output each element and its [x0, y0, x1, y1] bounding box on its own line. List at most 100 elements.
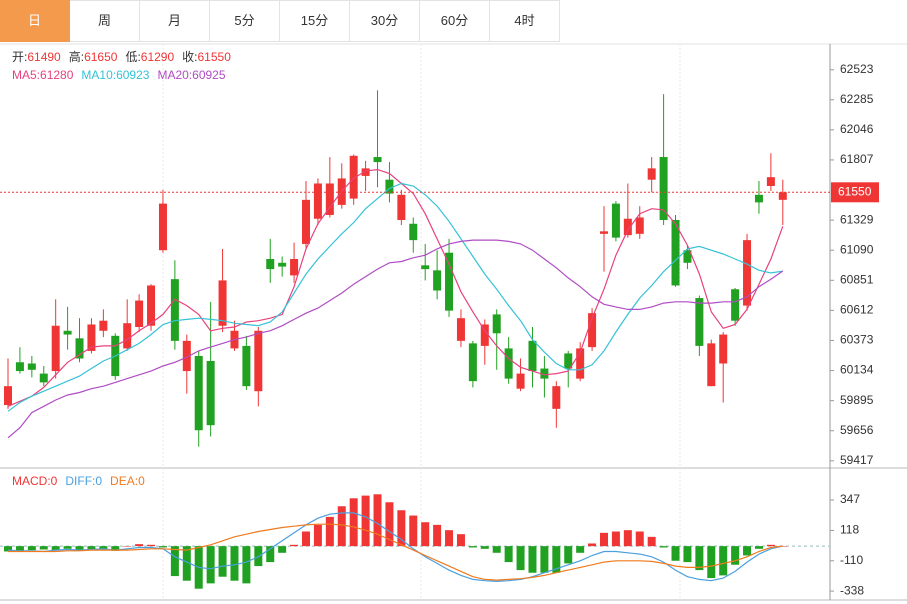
macd-bar — [147, 544, 156, 547]
macd-bar — [39, 546, 48, 550]
macd-bar — [313, 524, 322, 547]
candle-body — [290, 259, 299, 276]
y-tick-label: 347 — [840, 492, 860, 506]
macd-bar — [337, 506, 346, 547]
candle-body — [397, 194, 406, 220]
macd-bar — [433, 524, 442, 547]
ma-line — [7, 239, 784, 439]
macd-bar — [230, 546, 239, 581]
candle-body — [635, 217, 644, 234]
y-tick-label: 59417 — [840, 453, 874, 467]
legend-label: DEA: — [110, 474, 138, 488]
y-tick-label: 61807 — [840, 152, 874, 166]
macd-bar — [588, 543, 597, 547]
macd-bar — [468, 546, 477, 548]
macd-bar — [111, 546, 120, 551]
candle-body — [754, 194, 763, 203]
y-tick-label: 118 — [840, 523, 859, 537]
macd-bar — [302, 531, 310, 547]
candle-body — [194, 355, 203, 431]
legend-label: 收: — [182, 50, 197, 64]
y-tick-label: 60134 — [840, 363, 874, 377]
candle-body — [480, 324, 489, 346]
candle-body — [552, 386, 561, 409]
candle-body — [516, 373, 525, 389]
legend-value: 0 — [95, 474, 102, 488]
candle-body — [504, 348, 513, 379]
macd-bar — [695, 546, 704, 571]
macd-bar — [87, 546, 96, 550]
y-tick-label: 61329 — [840, 212, 874, 226]
y-tick-label: 60373 — [840, 333, 874, 347]
candle-body — [409, 223, 418, 241]
ma-line — [7, 168, 784, 407]
macd-bar — [397, 510, 406, 547]
period-tab[interactable]: 30分 — [350, 0, 420, 42]
macd-bar — [635, 531, 644, 547]
macd-bar — [683, 546, 692, 563]
macd-bar — [349, 498, 358, 547]
y-tick-label: 59656 — [840, 423, 874, 437]
candle-body — [278, 262, 287, 267]
legend-value: 0 — [138, 474, 145, 488]
macd-bar — [659, 546, 668, 548]
candle-body — [492, 314, 501, 334]
macd-bar — [361, 495, 370, 547]
candle-body — [254, 330, 263, 392]
macd-bar — [206, 546, 215, 584]
y-tick-label: 62285 — [840, 92, 874, 106]
candle-body — [588, 313, 597, 348]
y-tick-label: 62523 — [840, 62, 874, 76]
candle-body — [540, 368, 549, 379]
legend-label: MA10: — [81, 68, 116, 82]
macd-bar — [492, 546, 501, 553]
candle-body — [182, 340, 191, 372]
macd-bar — [623, 530, 632, 547]
macd-bar — [516, 546, 525, 571]
candle-body — [421, 265, 430, 270]
candle-body — [51, 325, 60, 372]
candle-body — [158, 203, 167, 251]
period-tab[interactable]: 4时 — [490, 0, 560, 42]
y-tick-label: 60851 — [840, 272, 874, 286]
macd-bar — [290, 544, 299, 547]
period-tab[interactable]: 15分 — [280, 0, 350, 42]
period-tab[interactable]: 月 — [140, 0, 210, 42]
macd-bar — [15, 546, 24, 552]
candle-body — [766, 177, 775, 186]
macd-bar — [671, 546, 680, 561]
candle-body — [123, 323, 132, 349]
macd-bar — [754, 546, 763, 549]
last-price-box — [831, 182, 879, 203]
macd-bar — [766, 544, 775, 547]
legend-value: 61290 — [141, 50, 175, 64]
period-tab[interactable]: 日 — [0, 0, 70, 42]
period-tab[interactable]: 周 — [70, 0, 140, 42]
candle-body — [468, 343, 477, 382]
macd-bar — [135, 544, 144, 547]
candle-body — [4, 386, 12, 406]
macd-bar — [707, 546, 716, 579]
y-tick-label: -338 — [840, 583, 864, 597]
candle-body — [564, 353, 573, 369]
period-tab[interactable]: 60分 — [420, 0, 490, 42]
legend-label: MA5: — [12, 68, 40, 82]
macd-bar — [182, 546, 191, 581]
legend-value: 60923 — [116, 68, 150, 82]
macd-bar — [218, 546, 227, 577]
macd-bar — [528, 546, 537, 573]
legend-value: 61550 — [198, 50, 232, 64]
candle-body — [135, 300, 144, 327]
candle-body — [743, 240, 752, 306]
macd-line — [7, 512, 783, 583]
candle-body — [242, 345, 251, 387]
candle-body — [600, 231, 608, 234]
candle-body — [325, 183, 334, 215]
macd-bar — [75, 546, 84, 551]
y-tick-label: 59895 — [840, 393, 874, 407]
legend-value: 61650 — [84, 50, 118, 64]
period-tab[interactable]: 5分 — [210, 0, 280, 42]
candle-body — [302, 199, 310, 244]
legend-label: DIFF: — [65, 474, 95, 488]
macd-bar — [4, 546, 12, 552]
